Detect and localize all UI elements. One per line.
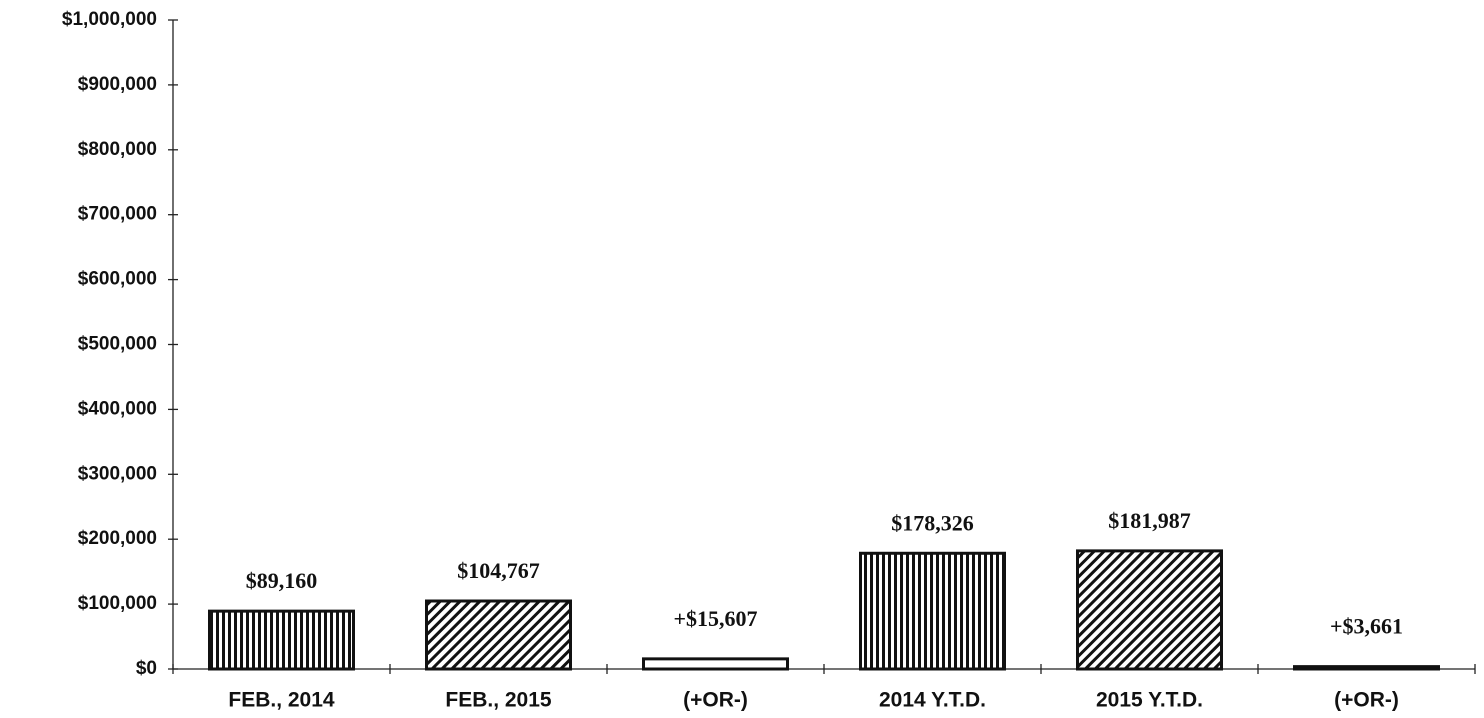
bar [1293,665,1440,671]
y-tick-label: $500,000 [78,334,157,355]
x-tick-label: 2015 Y.T.D. [1096,689,1203,712]
y-tick-label: $800,000 [78,139,157,160]
y-tick-label: $0 [136,658,157,679]
y-tick-label: $900,000 [78,74,157,95]
y-tick-label: $700,000 [78,204,157,225]
y-tick-label: $400,000 [78,398,157,419]
y-tick-label: $100,000 [78,593,157,614]
value-label: +$3,661 [1330,614,1403,639]
x-tick-label: 2014 Y.T.D. [879,689,986,712]
bar [425,599,572,671]
value-label: $178,326 [891,510,974,535]
bar [1076,549,1223,671]
y-tick-label: $1,000,000 [62,9,157,30]
x-tick-label: FEB., 2015 [445,689,552,712]
value-label: +$15,607 [673,606,757,631]
x-tick-label: FEB., 2014 [228,689,335,712]
value-label: $181,987 [1108,508,1191,533]
y-tick-label: $300,000 [78,463,157,484]
y-tick-label: $600,000 [78,269,157,290]
bar [859,551,1006,671]
bar [642,657,789,671]
bar [208,609,355,671]
x-tick-label: (+OR-) [1334,689,1399,712]
value-label: $104,767 [457,558,540,583]
x-tick-label: (+OR-) [683,689,748,712]
y-tick-label: $200,000 [78,528,157,549]
value-label: $89,160 [246,568,318,593]
